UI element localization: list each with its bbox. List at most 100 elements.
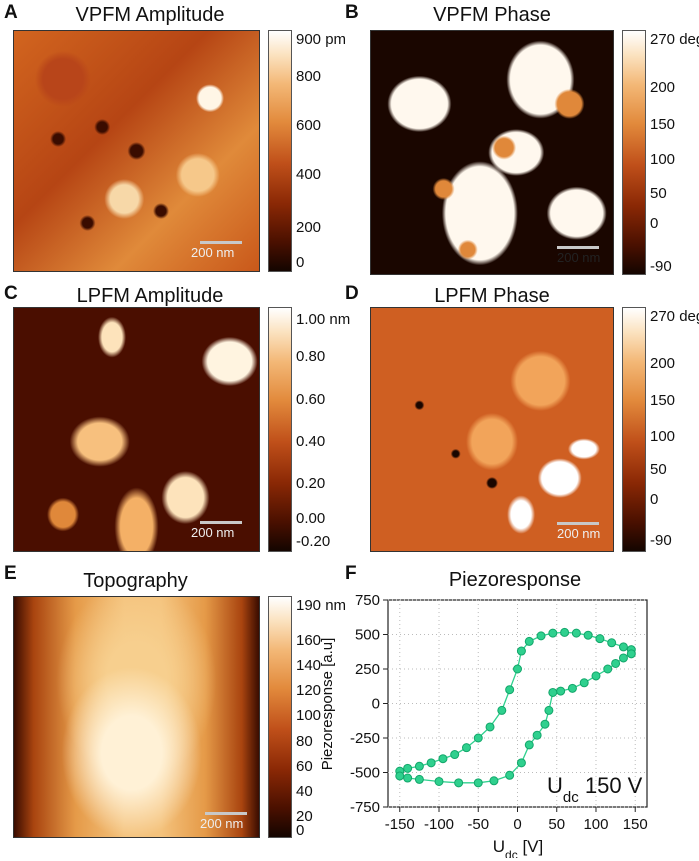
colorbar-d-tick: -90	[650, 532, 672, 549]
panel-label-e: E	[4, 563, 17, 584]
data-point	[438, 754, 448, 764]
y-tick-label: 500	[355, 627, 380, 644]
data-point	[556, 686, 566, 696]
scale-bar-d	[557, 522, 599, 525]
colorbar-e-tick: 0	[296, 822, 305, 839]
data-point	[560, 627, 570, 637]
data-point	[524, 740, 534, 750]
colorbar-b-tick: 100	[650, 151, 676, 168]
colorbar-a-tick: 800	[296, 68, 322, 85]
panel-label-c: C	[4, 283, 18, 304]
data-point	[595, 634, 605, 644]
data-point	[395, 771, 405, 781]
scale-bar-b	[557, 246, 599, 249]
data-point	[473, 778, 483, 788]
x-tick-label: -50	[467, 816, 489, 833]
x-tick-label: -150	[385, 816, 415, 833]
y-tick-label: 0	[372, 696, 380, 713]
colorbar-d-tick: 200	[650, 355, 676, 372]
scale-text-c: 200 nm	[191, 525, 235, 540]
data-point	[489, 776, 499, 786]
y-tick-label: 250	[355, 661, 380, 678]
data-point	[513, 664, 522, 674]
data-point	[450, 750, 460, 760]
colorbar-c-tick: 0.60	[296, 391, 326, 408]
chart-title: Piezoresponse	[449, 569, 581, 591]
colorbar-e-tick: 80	[296, 733, 313, 750]
data-point	[414, 774, 424, 784]
data-points	[395, 627, 636, 788]
colorbar-a-tick: 400	[296, 166, 322, 183]
data-point	[461, 743, 471, 753]
piezoresponse-chart: Piezoresponse -150 -100 -50 0 50 100 150750500…	[320, 569, 648, 858]
colorbar-e	[268, 596, 292, 838]
panel-title-c: LPFM Amplitude	[76, 285, 224, 307]
x-tick-label: 100	[583, 816, 608, 833]
x-axis-label: Udc [V]	[493, 837, 543, 858]
panel-title-d: LPFM Phase	[434, 285, 550, 307]
panel-label-f: F	[345, 563, 357, 584]
colorbar-a	[268, 30, 292, 272]
data-point	[532, 730, 542, 740]
y-tick-label: -750	[350, 799, 380, 816]
colorbar-b	[622, 30, 646, 275]
data-point	[603, 664, 613, 674]
colorbar-c-tick: -0.20	[296, 533, 331, 550]
data-point	[426, 758, 436, 768]
colorbar-d-tick: 50	[650, 461, 667, 478]
colorbar-d-tick: 100	[650, 428, 676, 445]
colorbar-d-tick: 150	[650, 392, 676, 409]
data-point	[516, 758, 526, 768]
data-point	[626, 649, 636, 659]
scale-bar-c	[200, 521, 242, 524]
data-point	[536, 631, 546, 641]
colorbar-d-tick: 270 deg	[650, 308, 699, 325]
data-point	[567, 683, 577, 693]
data-point	[485, 722, 495, 732]
colorbar-e-tick: 20	[296, 808, 313, 825]
panel-title-b: VPFM Phase	[433, 4, 551, 26]
colorbar-c-tick: 0.20	[296, 475, 326, 492]
data-point	[579, 678, 589, 688]
panel-title-a: VPFM Amplitude	[75, 4, 225, 26]
lpfm-phase-map	[370, 307, 614, 552]
data-point	[524, 636, 534, 646]
data-point	[454, 778, 464, 788]
scale-text-e: 200 nm	[200, 816, 244, 831]
panel-title-e: Topography	[83, 570, 188, 592]
colorbar-e-tick: 40	[296, 783, 313, 800]
colorbar-b-tick: 50	[650, 185, 667, 202]
y-tick-label: 750	[355, 592, 380, 609]
scale-text-d: 200 nm	[557, 526, 601, 541]
data-point	[505, 770, 515, 780]
axis-ticks: -150 -100 -50 0 50 100 1507505002500-250-500-7…	[350, 592, 648, 833]
colorbar-e-tick: 120	[296, 682, 322, 699]
x-tick-label: 150	[623, 816, 648, 833]
colorbar-c-tick: 1.00 nm	[296, 311, 351, 328]
data-point	[414, 761, 424, 771]
panel-label-b: B	[345, 2, 359, 23]
colorbar-d	[622, 307, 646, 552]
data-point	[544, 705, 554, 715]
colorbar-e-tick: 140	[296, 657, 322, 674]
colorbar-a-tick: 200	[296, 219, 322, 236]
colorbar-e-tick: 100	[296, 707, 322, 724]
data-point	[434, 776, 444, 786]
colorbar-d-tick: 0	[650, 491, 659, 508]
panel-label-a: A	[4, 2, 18, 23]
data-point	[505, 685, 515, 695]
data-point	[403, 763, 413, 773]
data-point	[611, 658, 621, 668]
topography-map	[13, 596, 260, 838]
colorbar-b-tick: 0	[650, 215, 659, 232]
y-axis-label: Piezoresponse [a.u]	[320, 638, 336, 771]
data-point	[516, 646, 526, 656]
data-point	[540, 719, 550, 729]
lpfm-amplitude-map	[13, 307, 260, 552]
colorbar-b-tick: -90	[650, 258, 672, 275]
colorbar-c-tick: 0.80	[296, 348, 326, 365]
x-tick-label: 0	[513, 816, 521, 833]
colorbar-c	[268, 307, 292, 552]
data-point	[403, 773, 413, 783]
colorbar-b-tick: 200	[650, 79, 676, 96]
